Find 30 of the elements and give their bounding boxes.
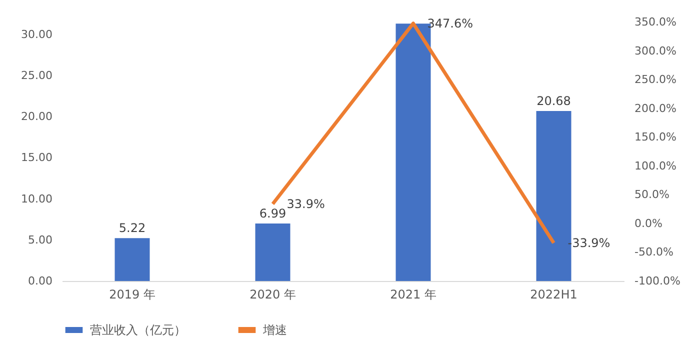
y2-tick-label: 200.0%: [634, 102, 676, 115]
data-label: 5.22: [118, 221, 146, 236]
y-tick-label: 0.00: [28, 274, 52, 288]
y2-tick-label: 250.0%: [634, 73, 676, 86]
y2-tick-label: 150.0%: [634, 130, 676, 144]
data-label: 347.6%: [427, 16, 474, 30]
y2-tick-label: -100.0%: [634, 274, 680, 288]
bar: [255, 224, 290, 281]
y-tick-label: 20.00: [21, 110, 52, 124]
legend-label: 增速: [262, 323, 287, 337]
data-label: 20.68: [536, 94, 571, 108]
legend-label: 营业收入（亿元）: [90, 323, 186, 337]
x-tick-label: 2019 年: [109, 288, 156, 302]
data-label: 6.99: [259, 206, 286, 221]
y-tick-label: 30.00: [21, 28, 52, 41]
y2-tick-label: -50.0%: [634, 246, 674, 259]
y-tick-label: 25.00: [21, 68, 52, 82]
y2-tick-label: 50.0%: [634, 188, 670, 202]
y-tick-label: 15.00: [21, 151, 52, 164]
x-tick-label: 2022H1: [530, 288, 578, 302]
x-tick-label: 2020 年: [250, 288, 296, 302]
y-tick-label: 10.00: [21, 192, 52, 206]
y2-tick-label: 300.0%: [634, 44, 676, 58]
y2-tick-label: 100.0%: [634, 159, 676, 172]
y-tick-label: 5.00: [28, 233, 52, 246]
x-tick-label: 2021 年: [390, 288, 436, 302]
y2-tick-label: 350.0%: [634, 16, 676, 28]
y2-tick-label: 0.0%: [634, 216, 662, 230]
data-label: 33.9%: [286, 196, 325, 211]
bar: [114, 238, 150, 281]
